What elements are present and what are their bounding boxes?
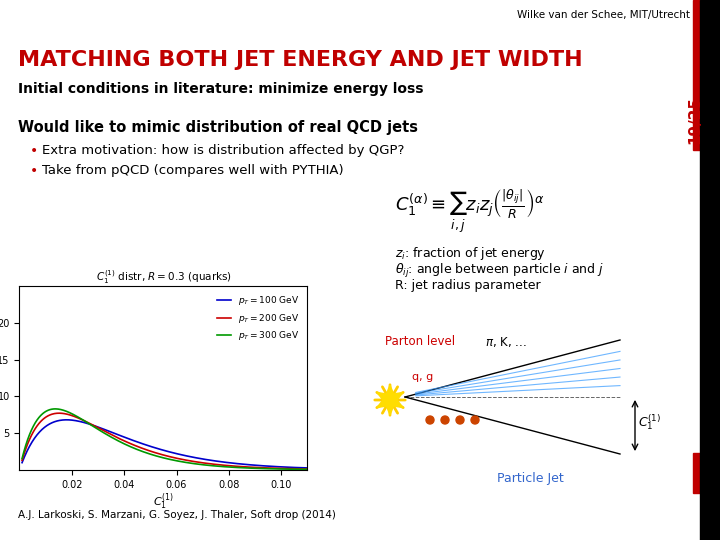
- Circle shape: [441, 416, 449, 424]
- Text: $\pi$, K, ...: $\pi$, K, ...: [485, 335, 527, 349]
- Bar: [700, 0, 720, 540]
- Text: Extra motivation: how is distribution affected by QGP?: Extra motivation: how is distribution af…: [42, 144, 405, 157]
- Bar: [693, 453, 700, 493]
- Text: q, g: q, g: [412, 372, 433, 382]
- Text: Initial conditions in literature: minimize energy loss: Initial conditions in literature: minimi…: [18, 82, 423, 96]
- Text: $C_1^{(\alpha)} \equiv \sum_{i,j} z_i z_j \left(\frac{|\theta_{ij}|}{R}\right)^{: $C_1^{(\alpha)} \equiv \sum_{i,j} z_i z_…: [395, 188, 544, 235]
- Text: $C_1^{(1)}$: $C_1^{(1)}$: [638, 412, 661, 432]
- Text: R: jet radius parameter: R: jet radius parameter: [395, 279, 541, 292]
- Text: •: •: [30, 164, 38, 178]
- FancyArrowPatch shape: [382, 402, 389, 413]
- Title: $C_1^{(1)}$ distr, $R = 0.3$ (quarks): $C_1^{(1)}$ distr, $R = 0.3$ (quarks): [96, 268, 231, 286]
- Legend: $p_T = 100$ GeV, $p_T = 200$ GeV, $p_T = 300$ GeV: $p_T = 100$ GeV, $p_T = 200$ GeV, $p_T =…: [213, 291, 303, 346]
- FancyArrowPatch shape: [392, 401, 403, 408]
- Text: 19/25: 19/25: [688, 96, 703, 144]
- Text: $z_i$: fraction of jet energy: $z_i$: fraction of jet energy: [395, 245, 546, 262]
- Text: A.J. Larkoski, S. Marzani, G. Soyez, J. Thaler, Soft drop (2014): A.J. Larkoski, S. Marzani, G. Soyez, J. …: [18, 510, 336, 520]
- Text: MATCHING BOTH JET ENERGY AND JET WIDTH: MATCHING BOTH JET ENERGY AND JET WIDTH: [18, 50, 582, 70]
- Text: Would like to mimic distribution of real QCD jets: Would like to mimic distribution of real…: [18, 120, 418, 135]
- Circle shape: [456, 416, 464, 424]
- Text: Take from pQCD (compares well with PYTHIA): Take from pQCD (compares well with PYTHI…: [42, 164, 343, 177]
- Circle shape: [471, 416, 479, 424]
- FancyArrowPatch shape: [382, 387, 389, 397]
- Text: Wilke van der Schee, MIT/Utrecht: Wilke van der Schee, MIT/Utrecht: [517, 10, 690, 20]
- FancyArrowPatch shape: [392, 393, 403, 399]
- Text: Parton level: Parton level: [385, 335, 455, 348]
- FancyArrowPatch shape: [392, 402, 397, 413]
- Polygon shape: [377, 385, 403, 415]
- FancyArrowPatch shape: [377, 401, 387, 408]
- Text: Particle Jet: Particle Jet: [497, 472, 563, 485]
- FancyArrowPatch shape: [392, 387, 397, 397]
- Bar: [693, 0, 700, 150]
- X-axis label: $C_1^{(1)}$: $C_1^{(1)}$: [153, 491, 174, 512]
- FancyArrowPatch shape: [377, 393, 387, 399]
- Text: $\theta_{ij}$: angle between particle $i$ and $j$: $\theta_{ij}$: angle between particle $i…: [395, 262, 604, 280]
- Circle shape: [426, 416, 434, 424]
- Text: Link jet width to AdS angle: Link jet width to AdS angle: [18, 452, 250, 467]
- Text: •: •: [30, 144, 38, 158]
